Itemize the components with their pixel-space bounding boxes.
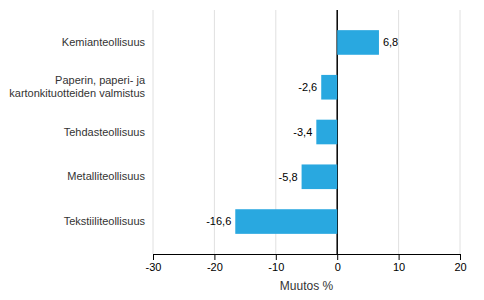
- x-tick: -20: [207, 254, 223, 273]
- x-tick: -30: [146, 254, 162, 273]
- chart: Tekstiiliteollisuus Metalliteollisuus Tehd…: [0, 0, 484, 300]
- y-tick: Paperin, paperi- jakartonkituotteiden va…: [9, 74, 153, 99]
- x-tick: 20: [454, 254, 466, 273]
- y-tick: Metalliteollisuus: [67, 170, 153, 182]
- x-axis-title: Muutos %: [280, 279, 334, 293]
- bar: [316, 120, 337, 145]
- y-tick-label: Tekstiiliteollisuus: [64, 215, 146, 227]
- bars: [235, 30, 379, 234]
- bar: [337, 30, 379, 55]
- data-label: 6,8: [383, 36, 398, 48]
- y-axis: Tekstiiliteollisuus Metalliteollisuus Tehd…: [9, 36, 153, 227]
- grid-line: [460, 10, 461, 254]
- x-tick-mark: [214, 254, 215, 260]
- x-tick-mark: [153, 254, 154, 260]
- plot: Tekstiiliteollisuus Metalliteollisuus Tehd…: [9, 10, 466, 293]
- x-tick-label: 10: [393, 261, 405, 273]
- bar: [235, 209, 337, 234]
- x-tick-label: -10: [268, 261, 284, 273]
- y-tick-label: Tehdasteollisuus: [64, 126, 146, 138]
- x-tick: -10: [268, 254, 284, 273]
- x-tick-mark: [337, 254, 338, 260]
- y-tick: Tehdasteollisuus: [64, 126, 153, 138]
- grid-line: [153, 10, 154, 254]
- x-tick-label: -30: [146, 261, 162, 273]
- grid: [153, 10, 460, 254]
- grid-line: [398, 10, 399, 254]
- y-tick: Tekstiiliteollisuus: [64, 215, 153, 227]
- data-label: -2,6: [298, 81, 317, 93]
- x-tick: 10: [393, 254, 405, 273]
- x-axis-line: [154, 255, 461, 261]
- data-labels: -16,6 -5,8 -3,4 -2,6 6,8: [206, 36, 398, 227]
- data-label: -3,4: [293, 126, 312, 138]
- x-tick-mark: [460, 254, 461, 260]
- y-tick-label: Paperin, paperi- jakartonkituotteiden va…: [9, 74, 146, 99]
- data-label: -5,8: [279, 171, 298, 183]
- data-label: -16,6: [206, 215, 231, 227]
- x-tick: 0: [335, 254, 341, 273]
- bar: [321, 75, 337, 100]
- x-tick-label: 0: [335, 261, 341, 273]
- y-tick: Kemianteollisuus: [62, 36, 153, 48]
- x-tick-label: 20: [454, 261, 466, 273]
- bar: [302, 164, 338, 189]
- x-axis: -30 -20 -10 0 10 20: [146, 254, 467, 273]
- x-tick-mark: [276, 254, 277, 260]
- x-tick-mark: [399, 254, 400, 260]
- y-tick-label: Metalliteollisuus: [67, 170, 145, 182]
- y-tick-label: Kemianteollisuus: [62, 36, 146, 48]
- x-tick-label: -20: [207, 261, 223, 273]
